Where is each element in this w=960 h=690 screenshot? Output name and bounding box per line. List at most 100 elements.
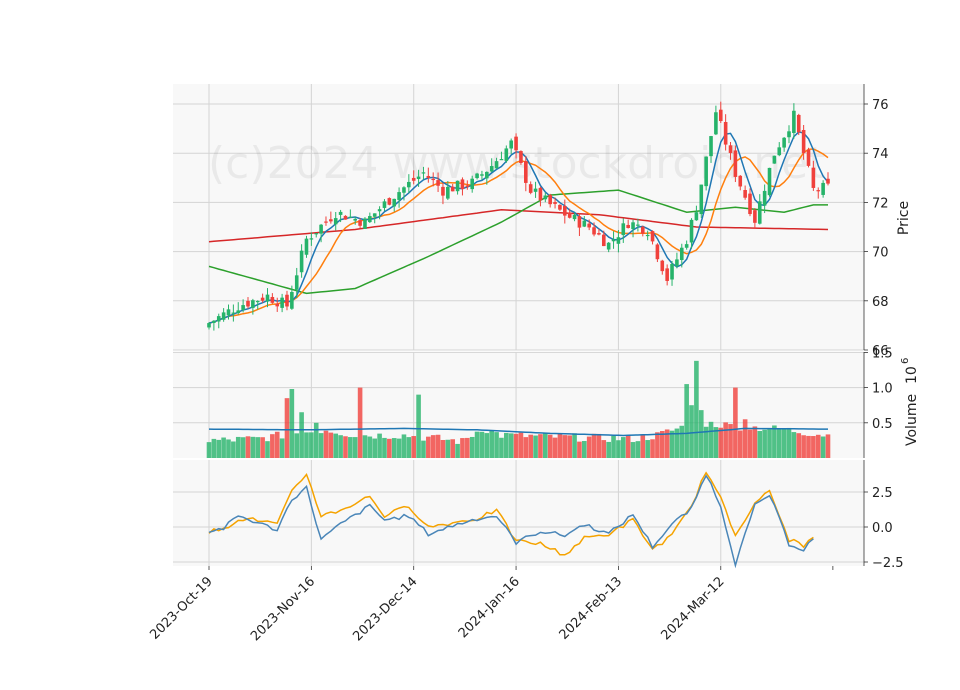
candle-body <box>236 310 241 314</box>
candle-body <box>753 210 757 223</box>
y-tick-label: 66 <box>872 344 889 359</box>
oscillator-line-b <box>208 474 814 569</box>
volume-bar <box>581 440 587 458</box>
candle-body <box>626 224 630 228</box>
candle-body <box>572 214 577 220</box>
volume-bar <box>435 434 441 458</box>
volume-bar <box>289 389 295 458</box>
candle-body <box>811 167 816 188</box>
candle-body <box>255 300 260 303</box>
volume-bar <box>767 429 772 458</box>
volume-bar <box>460 438 465 458</box>
candle-body <box>509 140 513 149</box>
volume-bar <box>328 432 334 458</box>
volume-bar <box>357 387 363 458</box>
candle-body <box>782 137 786 148</box>
volume-bar <box>762 429 767 458</box>
y-tick-label: 72 <box>872 196 889 211</box>
volume-bar <box>309 432 314 458</box>
volume-bar <box>815 434 821 458</box>
candle-body <box>392 198 397 207</box>
volume-bar <box>265 441 270 458</box>
candle-body <box>606 242 611 250</box>
volume-bar <box>752 426 758 458</box>
volume-bar <box>820 436 826 458</box>
volume-bars <box>206 360 831 458</box>
candle-body <box>528 184 533 193</box>
volume-bar <box>689 405 694 458</box>
volume-bar <box>523 437 529 458</box>
candle-body <box>329 219 333 222</box>
candle-body <box>650 231 655 242</box>
x-tick-label: 2023-Nov-16 <box>248 574 318 644</box>
volume-bar <box>250 436 256 458</box>
candle-body <box>558 204 562 210</box>
volume-bar <box>513 433 519 458</box>
candle-body <box>304 238 309 255</box>
volume-bar <box>694 360 699 458</box>
volume-bar <box>367 436 373 458</box>
volume-bar <box>801 435 806 458</box>
candlesticks <box>207 101 830 331</box>
candle-body <box>631 222 635 230</box>
volume-bar <box>811 436 816 458</box>
volume-bar <box>299 412 304 458</box>
volume-bar <box>630 442 636 458</box>
volume-bar <box>728 424 733 458</box>
volume-bar <box>333 433 339 458</box>
candle-body <box>543 195 548 200</box>
volume-bar <box>221 437 226 458</box>
volume-bar <box>406 437 412 458</box>
oscillator-y-axis: −2.5 0.0 2.5 <box>863 460 904 571</box>
volume-bar <box>469 436 475 458</box>
volume-bar <box>231 441 236 458</box>
x-tick-label: 2023-Dec-14 <box>350 574 420 644</box>
candle-body <box>480 174 484 176</box>
candle-body <box>801 130 806 154</box>
candle-body <box>221 312 226 320</box>
candle-body <box>792 110 796 134</box>
volume-bar <box>401 434 407 458</box>
volume-bar <box>664 429 670 458</box>
candle-body <box>411 177 416 181</box>
candle-body <box>436 180 440 186</box>
candle-body <box>587 223 591 228</box>
candle-body <box>290 292 294 309</box>
candle-body <box>757 201 762 224</box>
volume-bar <box>577 441 582 458</box>
candle-body <box>738 175 743 187</box>
ma-mid-line <box>208 148 829 324</box>
volume-bar <box>426 436 431 458</box>
volume-bar <box>747 429 753 458</box>
candle-body <box>728 145 733 153</box>
candle-body <box>787 131 791 138</box>
volume-bar <box>235 436 241 458</box>
y-tick-label: 0.5 <box>872 417 893 432</box>
y-tick-label: 1.0 <box>872 382 893 397</box>
candle-body <box>675 259 679 267</box>
candle-body <box>816 190 821 192</box>
volume-bar <box>772 425 777 458</box>
volume-bar <box>362 435 368 458</box>
volume-bar <box>625 434 631 458</box>
volume-bar <box>474 431 480 458</box>
candle-body <box>748 193 752 215</box>
candle-body <box>265 294 270 302</box>
volume-bar <box>708 421 714 458</box>
x-tick-label: 2023-Oct-19 <box>147 574 215 642</box>
candle-body <box>333 218 338 225</box>
volume-bar <box>421 440 426 458</box>
candle-body <box>368 216 372 223</box>
candle-body <box>372 213 377 217</box>
candle-body <box>216 316 221 322</box>
volume-bar <box>455 443 460 458</box>
candle-body <box>577 216 582 228</box>
candle-body <box>270 296 275 303</box>
candle-body <box>679 247 684 261</box>
volume-bar <box>323 430 329 458</box>
price-axis-title: Price <box>896 201 912 235</box>
volume-bar <box>552 437 558 458</box>
candle-body <box>421 172 426 174</box>
volume-bar <box>450 439 455 458</box>
candle-body <box>426 175 431 178</box>
